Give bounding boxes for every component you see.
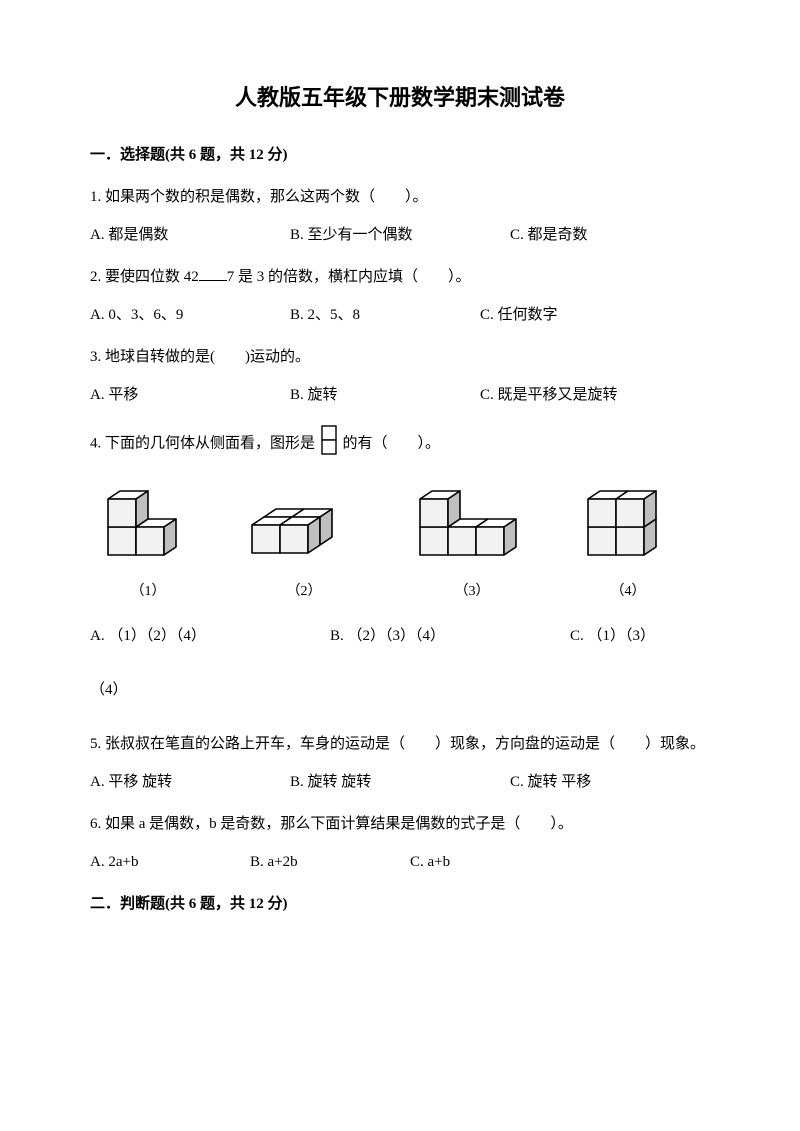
q4-cap-2: （2） bbox=[244, 581, 364, 603]
question-2: 2. 要使四位数 42 7 是 3 的倍数，横杠内应填（ ）。 A. 0、3、6、… bbox=[90, 265, 710, 327]
q4-fig-3: （3） bbox=[412, 477, 532, 603]
question-5: 5. 张叔叔在笔直的公路上开车，车身的运动是（ ）现象，方向盘的运动是（ ）现象… bbox=[90, 732, 710, 794]
q2-option-b: B. 2、5、8 bbox=[290, 303, 480, 327]
q4-cap-3: （3） bbox=[412, 581, 532, 603]
q4-cap-4: （4） bbox=[580, 581, 676, 603]
q5-option-b: B. 旋转 旋转 bbox=[290, 770, 510, 794]
q4-fig-2: （2） bbox=[244, 477, 364, 603]
section-1-head: 一．选择题(共 6 题，共 12 分) bbox=[90, 143, 710, 167]
q2-option-a: A. 0、3、6、9 bbox=[90, 303, 290, 327]
q5-option-a: A. 平移 旋转 bbox=[90, 770, 290, 794]
question-4: 4. 下面的几何体从侧面看，图形是 的有（ ）。 bbox=[90, 425, 710, 701]
q4-option-b: B. （2）（3）（4） bbox=[330, 624, 570, 648]
q3-option-b: B. 旋转 bbox=[290, 383, 480, 407]
q6-text: 6. 如果 a 是偶数，b 是奇数，那么下面计算结果是偶数的式子是（ ）。 bbox=[90, 812, 710, 836]
q1-option-a: A. 都是偶数 bbox=[90, 223, 290, 247]
q4-text: 4. 下面的几何体从侧面看，图形是 的有（ ）。 bbox=[90, 425, 710, 463]
q2-text-b: 7 是 3 的倍数，横杠内应填（ ）。 bbox=[227, 269, 471, 285]
q4-text-a: 4. 下面的几何体从侧面看，图形是 bbox=[90, 436, 315, 452]
q4-text-b: 的有（ ）。 bbox=[343, 436, 441, 452]
q4-option-c: C. （1）（3） bbox=[570, 624, 655, 648]
q3-option-a: A. 平移 bbox=[90, 383, 290, 407]
q2-blank bbox=[199, 280, 227, 281]
question-1: 1. 如果两个数的积是偶数，那么这两个数（ ）。 A. 都是偶数 B. 至少有一… bbox=[90, 185, 710, 247]
q4-fig-4: （4） bbox=[580, 477, 676, 603]
section-2-head: 二．判断题(共 6 题，共 12 分) bbox=[90, 892, 710, 916]
q5-text: 5. 张叔叔在笔直的公路上开车，车身的运动是（ ）现象，方向盘的运动是（ ）现象… bbox=[90, 732, 710, 756]
q2-text-a: 2. 要使四位数 42 bbox=[90, 269, 199, 285]
q1-option-c: C. 都是奇数 bbox=[510, 223, 588, 247]
q3-option-c: C. 既是平移又是旋转 bbox=[480, 383, 618, 407]
question-6: 6. 如果 a 是偶数，b 是奇数，那么下面计算结果是偶数的式子是（ ）。 A.… bbox=[90, 812, 710, 874]
question-3: 3. 地球自转做的是( )运动的。 A. 平移 B. 旋转 C. 既是平移又是旋… bbox=[90, 345, 710, 407]
q6-option-a: A. 2a+b bbox=[90, 850, 250, 874]
q1-text: 1. 如果两个数的积是偶数，那么这两个数（ ）。 bbox=[90, 185, 710, 209]
q2-text: 2. 要使四位数 42 7 是 3 的倍数，横杠内应填（ ）。 bbox=[90, 265, 710, 289]
q5-option-c: C. 旋转 平移 bbox=[510, 770, 591, 794]
page-title: 人教版五年级下册数学期末测试卷 bbox=[90, 80, 710, 115]
q4-fig-1: （1） bbox=[100, 477, 196, 603]
q6-option-c: C. a+b bbox=[410, 850, 450, 874]
q3-text: 3. 地球自转做的是( )运动的。 bbox=[90, 345, 710, 369]
two-square-vertical-icon bbox=[321, 425, 337, 463]
q2-option-c: C. 任何数字 bbox=[480, 303, 558, 327]
q4-option-c-cont: （4） bbox=[90, 678, 710, 702]
q4-cap-1: （1） bbox=[100, 581, 196, 603]
q4-option-a: A. （1）（2）（4） bbox=[90, 624, 330, 648]
q1-option-b: B. 至少有一个偶数 bbox=[290, 223, 510, 247]
q4-figures: （1） （2） bbox=[100, 477, 710, 603]
q6-option-b: B. a+2b bbox=[250, 850, 410, 874]
